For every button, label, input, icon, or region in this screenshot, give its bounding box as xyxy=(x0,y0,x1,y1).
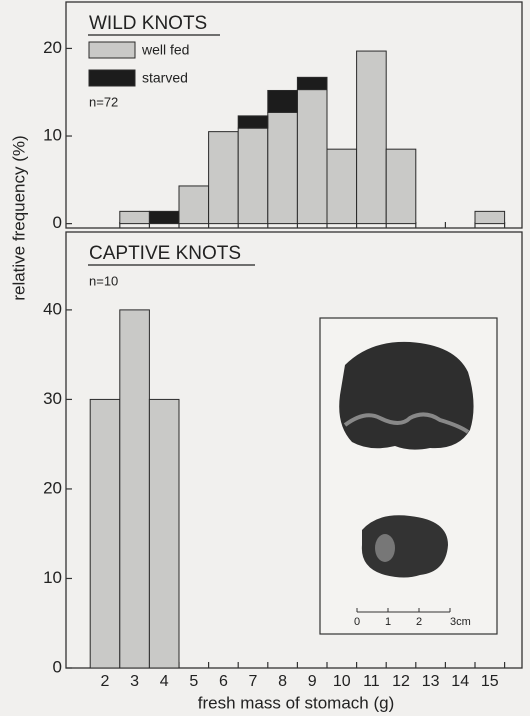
legend-label: starved xyxy=(142,70,188,86)
y-tick-label: 30 xyxy=(43,389,62,408)
x-tick-label: 5 xyxy=(189,673,198,690)
figure: 0123cm 01020WILD KNOTSn=72010203040CAPTI… xyxy=(0,0,530,716)
x-tick-label: 3 xyxy=(130,673,139,690)
annotation: n=72 xyxy=(89,94,118,109)
legend-swatch xyxy=(89,70,135,86)
x-tick-label: 9 xyxy=(308,673,317,690)
bar xyxy=(120,310,150,668)
bar xyxy=(238,128,268,223)
x-tick-label: 6 xyxy=(219,673,228,690)
bar xyxy=(475,211,505,223)
stomach-large xyxy=(339,342,473,450)
x-tick-label: 14 xyxy=(451,673,469,690)
x-tick-label: 7 xyxy=(249,673,258,690)
y-tick-label: 10 xyxy=(43,126,62,145)
bar xyxy=(209,132,239,224)
bar xyxy=(238,116,268,128)
x-tick-label: 4 xyxy=(160,673,169,690)
y-tick-label: 10 xyxy=(43,568,62,587)
photo-inset: 0 1 2 3cm xyxy=(320,318,497,634)
y-tick-label: 20 xyxy=(43,478,62,497)
x-tick-label: 8 xyxy=(278,673,287,690)
bar xyxy=(149,399,179,668)
panel-title: CAPTIVE KNOTS xyxy=(89,243,241,264)
scale-label: 3cm xyxy=(450,616,471,628)
y-tick-label: 40 xyxy=(43,299,62,318)
x-tick-label: 12 xyxy=(392,673,410,690)
annotation: n=10 xyxy=(89,273,118,288)
bar xyxy=(90,399,120,668)
scale-label: 1 xyxy=(385,616,391,628)
bar xyxy=(149,211,179,223)
x-tick-label: 11 xyxy=(363,673,380,690)
legend-label: well fed xyxy=(141,42,189,58)
x-axis-label: fresh mass of stomach (g) xyxy=(198,693,395,712)
bar xyxy=(357,51,387,224)
x-tick-label: 13 xyxy=(422,673,440,690)
scale-label: 0 xyxy=(354,616,360,628)
bar xyxy=(179,186,209,224)
scale-label: 2 xyxy=(416,616,422,628)
bar xyxy=(268,112,298,223)
panel-title: WILD KNOTS xyxy=(89,13,207,34)
bar xyxy=(120,211,150,223)
bar xyxy=(386,149,416,223)
stomach-small xyxy=(362,515,448,577)
page: 0123cm 01020WILD KNOTSn=72010203040CAPTI… xyxy=(0,0,530,716)
y-tick-label: 0 xyxy=(53,213,62,232)
x-tick-label: 15 xyxy=(481,673,499,690)
bar xyxy=(268,90,298,112)
x-tick-label: 2 xyxy=(101,673,110,690)
stomach-small-detail xyxy=(375,534,395,562)
bar xyxy=(327,149,357,223)
legend-swatch xyxy=(89,42,135,58)
x-tick-label: 10 xyxy=(333,673,351,690)
bar xyxy=(297,77,327,89)
y-axis-label: relative frequency (%) xyxy=(9,135,28,300)
bar xyxy=(297,90,327,224)
y-tick-label: 0 xyxy=(53,657,62,676)
y-tick-label: 20 xyxy=(43,38,62,57)
